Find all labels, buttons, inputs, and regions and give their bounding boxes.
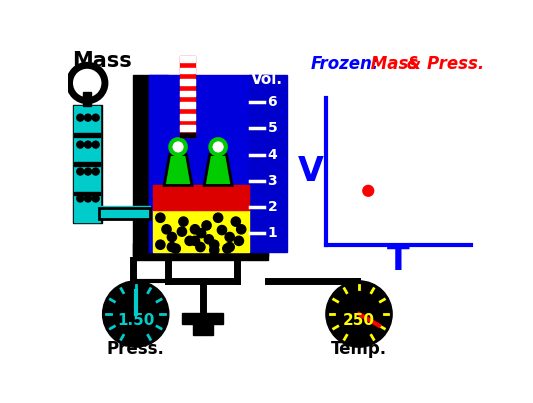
Circle shape <box>92 195 99 202</box>
Text: Temp.: Temp. <box>331 340 387 357</box>
Circle shape <box>92 114 99 121</box>
Circle shape <box>326 281 392 347</box>
Circle shape <box>77 141 84 148</box>
Circle shape <box>156 213 165 222</box>
Bar <box>180 114 195 120</box>
Circle shape <box>77 114 84 121</box>
Circle shape <box>85 141 92 148</box>
Circle shape <box>92 141 99 148</box>
Circle shape <box>85 114 92 121</box>
Bar <box>180 79 195 85</box>
Circle shape <box>237 225 246 234</box>
Text: Vol.: Vol. <box>251 72 282 87</box>
Text: 5: 5 <box>268 121 277 135</box>
Text: Mass: Mass <box>365 54 424 73</box>
Bar <box>149 75 249 252</box>
Circle shape <box>85 168 92 175</box>
Bar <box>180 102 195 108</box>
Bar <box>249 75 268 256</box>
Bar <box>152 210 249 252</box>
Circle shape <box>330 285 388 343</box>
Circle shape <box>190 236 200 245</box>
Bar <box>182 313 223 324</box>
Bar <box>133 75 149 256</box>
Circle shape <box>156 240 165 249</box>
Circle shape <box>77 195 84 202</box>
Bar <box>99 208 150 219</box>
Circle shape <box>107 285 165 343</box>
Text: T: T <box>387 243 409 276</box>
Text: Press.: Press. <box>107 340 165 357</box>
Bar <box>133 243 268 260</box>
Text: 250: 250 <box>343 313 375 328</box>
Bar <box>180 125 195 131</box>
Text: 4: 4 <box>268 147 277 162</box>
Text: 2: 2 <box>268 200 277 214</box>
Circle shape <box>223 244 232 253</box>
Bar <box>193 322 213 335</box>
Circle shape <box>197 229 206 238</box>
Bar <box>180 56 195 62</box>
Bar <box>100 206 150 218</box>
Bar <box>74 106 100 222</box>
Circle shape <box>202 221 211 230</box>
Text: 3: 3 <box>268 174 277 188</box>
Circle shape <box>217 225 227 235</box>
Circle shape <box>196 242 205 251</box>
Circle shape <box>92 168 99 175</box>
Text: & Press.: & Press. <box>401 54 484 73</box>
Circle shape <box>209 240 219 249</box>
Bar <box>180 91 195 96</box>
Text: Frozen:: Frozen: <box>311 54 379 73</box>
Circle shape <box>235 236 244 245</box>
Circle shape <box>225 233 235 242</box>
Circle shape <box>204 235 214 244</box>
Text: 1: 1 <box>268 226 277 240</box>
Polygon shape <box>204 155 232 185</box>
Circle shape <box>213 141 223 152</box>
Text: 6: 6 <box>268 95 277 109</box>
Circle shape <box>77 168 84 175</box>
Text: V: V <box>297 155 324 188</box>
Circle shape <box>231 217 240 226</box>
Circle shape <box>179 217 188 226</box>
Bar <box>180 68 195 73</box>
Circle shape <box>173 141 183 152</box>
Bar <box>83 92 91 106</box>
Circle shape <box>225 242 235 251</box>
Circle shape <box>103 281 169 347</box>
Circle shape <box>162 225 171 234</box>
Polygon shape <box>164 155 192 185</box>
Circle shape <box>363 185 374 196</box>
Bar <box>180 133 195 137</box>
Circle shape <box>190 225 200 234</box>
Circle shape <box>185 236 194 245</box>
Bar <box>74 133 100 137</box>
Bar <box>74 191 100 195</box>
Bar <box>249 75 287 252</box>
Bar <box>149 75 168 252</box>
Circle shape <box>167 233 176 242</box>
Bar <box>180 56 195 137</box>
Circle shape <box>171 244 180 253</box>
Bar <box>152 185 249 210</box>
Circle shape <box>209 245 219 255</box>
Text: 1.50: 1.50 <box>117 313 155 328</box>
Text: Mass: Mass <box>72 51 132 71</box>
Circle shape <box>177 227 187 236</box>
Bar <box>74 162 100 166</box>
Circle shape <box>85 195 92 202</box>
Bar <box>72 104 102 223</box>
Circle shape <box>167 242 176 251</box>
Circle shape <box>214 213 223 222</box>
